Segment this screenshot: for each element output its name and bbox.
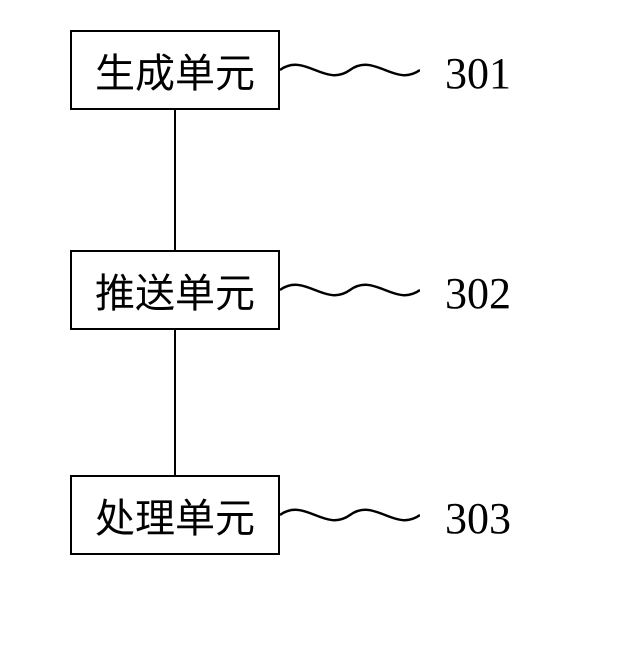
callout-line-301 [280, 50, 420, 90]
node-label: 推送单元 [95, 261, 255, 319]
callout-line-302 [280, 270, 420, 310]
edge-n1-n2 [174, 110, 176, 250]
node-label: 生成单元 [95, 41, 255, 99]
node-generate-unit: 生成单元 [70, 30, 280, 110]
ref-label-301: 301 [445, 48, 511, 99]
edge-n2-n3 [174, 330, 176, 475]
node-push-unit: 推送单元 [70, 250, 280, 330]
callout-line-303 [280, 495, 420, 535]
node-label: 处理单元 [95, 486, 255, 544]
ref-label-303: 303 [445, 493, 511, 544]
ref-label-302: 302 [445, 268, 511, 319]
node-process-unit: 处理单元 [70, 475, 280, 555]
